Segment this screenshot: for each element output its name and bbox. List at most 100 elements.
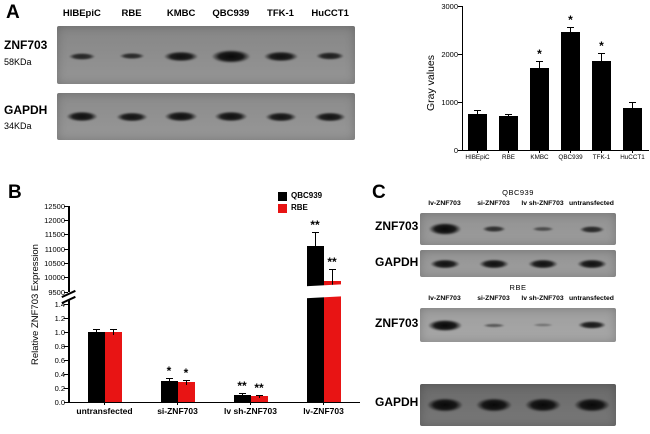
x-axis [68,401,360,403]
y-tick [64,291,68,293]
legend-label: QBC939 [291,191,323,200]
y-tick [64,205,68,207]
blot-znf703-rbe [420,308,616,342]
protein-band [160,110,203,123]
y-tick [64,277,68,279]
error-bar [632,102,633,108]
protein-band [64,51,99,61]
bar-qbc939 [233,395,251,402]
x-tick-label: lv-ZNF703 [303,406,344,416]
protein-band [519,396,566,414]
significance-mark: * [537,47,542,62]
y-tick-label: 2000 [441,49,458,59]
protein-band [478,225,509,233]
protein-label: GAPDH [375,395,419,409]
protein-band [111,110,152,123]
y-tick [64,331,68,333]
y-tick-label: 0.2 [54,383,65,393]
protein-label: ZNF703 [375,219,419,233]
lane-label: HIBEpiC [62,8,101,19]
y-tick [64,359,68,361]
y-tick-label: 1.2 [54,313,65,323]
protein-band [528,226,557,232]
significance-mark: * [568,12,573,27]
x-tick-label: RBE [502,154,515,161]
x-tick [250,402,251,405]
group-title: RBE [509,283,527,292]
y-tick [64,345,68,347]
error-bar-cap [474,109,481,111]
group-title: QBC939 [502,188,534,197]
y-tick [458,101,462,103]
blot-gapdh-panel-a [57,93,355,140]
lane-label: TFK-1 [267,8,294,19]
error-bar-cap [238,392,246,394]
protein-band [209,110,252,123]
lane-label: untransfected [569,295,614,302]
error-bar [241,392,243,398]
error-bar-cap [182,379,190,381]
protein-label-gapdh: GAPDH [4,103,48,117]
x-tick [323,402,324,405]
y-tick-label: 11000 [44,244,65,254]
x-tick [477,150,478,153]
protein-band [474,257,513,270]
error-bar-cap [92,329,100,331]
protein-band [61,110,102,123]
y-tick-label: 12500 [44,201,65,211]
error-bar [258,395,260,398]
protein-band [575,224,608,234]
legend: QBC939 RBE [278,191,360,218]
y-tick [64,248,68,250]
y-tick-label: 10500 [44,258,65,268]
lane-label: si-ZNF703 [477,295,510,302]
error-bar [168,377,170,385]
y-tick-label: 11500 [44,230,65,240]
protein-label: GAPDH [375,255,419,269]
error-bar [314,231,316,261]
lane-label: HuCCT1 [311,8,349,19]
lane-label: lv sh-ZNF703 [521,200,564,207]
protein-band [423,221,466,237]
bar [592,61,611,150]
significance-mark: ** [254,381,264,395]
y-axis-label: Gray values [425,54,437,112]
y-tick-label: 9500 [48,287,65,297]
bar-rbe [323,280,341,402]
blot-znf703-panel-a [57,26,355,84]
error-bar [95,329,97,335]
protein-band [258,49,303,63]
protein-band [260,110,301,123]
y-tick [64,219,68,221]
y-tick-label: 1.4 [54,299,65,309]
protein-band [568,396,615,414]
x-tick [177,402,178,405]
error-bar [601,52,602,62]
blot-znf703-qbc939 [420,213,616,245]
x-tick-label: HuCCT1 [620,154,645,161]
error-bar-cap [311,231,319,233]
legend-swatch [278,204,287,213]
y-tick-label: 0.6 [54,355,65,365]
y-tick [458,53,462,55]
kda-label-gapdh: 34KDa [4,121,32,131]
protein-band [205,47,256,65]
error-bar-cap [165,377,173,379]
x-tick-label: KMBC [530,154,549,161]
lane-label: lv-ZNF703 [428,295,461,302]
protein-band [421,396,468,414]
x-tick [508,150,509,153]
error-bar-cap [505,113,512,115]
bar-qbc939 [160,381,178,402]
y-tick-label: 0.8 [54,341,65,351]
panel-c-label: C [372,182,386,203]
bar-rbe [104,332,122,402]
protein-label-znf703: ZNF703 [4,38,48,52]
y-tick-label: 1000 [441,97,458,107]
panel-b-label: B [8,182,22,203]
y-tick [64,262,68,264]
significance-mark: * [166,363,172,378]
protein-band [425,257,464,270]
y-tick [64,234,68,236]
relative-expression-chart: Relative ZNF703 Expression 9500 10000 10500… [28,190,370,434]
